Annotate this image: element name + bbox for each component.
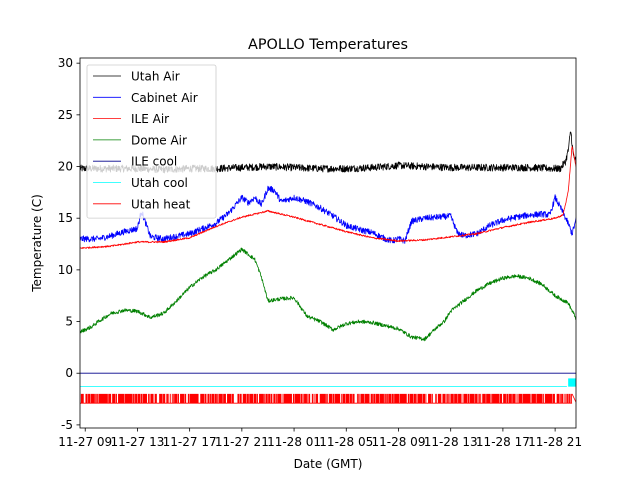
series-tail-utah-heat: [571, 393, 576, 403]
series-utah-heat: [80, 393, 576, 404]
y-tick-label: 25: [58, 108, 73, 122]
series-line-dome-air: [80, 247, 576, 342]
y-tick-label: 15: [58, 211, 73, 225]
y-tick-label: 0: [65, 366, 73, 380]
legend-box: [86, 64, 217, 219]
series-layer: [80, 131, 576, 404]
y-tick-label: 30: [58, 56, 73, 70]
legend-label: Utah Air: [131, 70, 180, 84]
y-tick-label: 20: [58, 160, 73, 174]
x-tick-label: 11-27 21: [215, 435, 269, 449]
series-line-ile-air: [80, 146, 576, 249]
y-tick-label: -5: [61, 418, 73, 432]
legend-label: Cabinet Air: [131, 91, 198, 105]
legend-label: ILE cool: [131, 155, 177, 169]
series-block-utah-cool: [568, 378, 576, 387]
x-tick-label: 11-27 09: [58, 435, 112, 449]
y-axis: -5 0 5 10 15 20 25 30: [58, 56, 80, 432]
legend-label: Utah heat: [131, 197, 191, 211]
plot-frame: [79, 57, 577, 429]
legend-label: Dome Air: [131, 133, 187, 147]
x-tick-label: 11-27 17: [163, 435, 217, 449]
x-tick-label: 11-28 05: [319, 435, 373, 449]
x-tick-label: 11-28 09: [372, 435, 426, 449]
y-tick-label: 10: [58, 263, 73, 277]
series-line-utah-heat: [80, 393, 572, 404]
legend-label: Utah cool: [131, 176, 188, 190]
x-tick-label: 11-28 01: [267, 435, 321, 449]
series-utah-cool: [80, 378, 576, 388]
series-dome-air: [80, 247, 576, 342]
x-tick-label: 11-28 13: [424, 435, 478, 449]
series-cabinet-air: [80, 185, 576, 244]
legend-label: ILE Air: [131, 112, 169, 126]
x-tick-label: 11-27 13: [110, 435, 164, 449]
series-ile-air: [80, 146, 576, 249]
legend: Utah Air Cabinet Air ILE Air Dome Air ILE co…: [86, 64, 217, 219]
series-line-cabinet-air: [80, 185, 576, 244]
y-axis-title: Temperature (C): [30, 194, 44, 293]
x-tick-label: 11-28 21: [528, 435, 582, 449]
chart-title: APOLLO Temperatures: [248, 37, 408, 53]
y-tick-label: 5: [65, 315, 73, 329]
x-axis-title: Date (GMT): [294, 457, 363, 471]
x-tick-label: 11-28 17: [476, 435, 530, 449]
